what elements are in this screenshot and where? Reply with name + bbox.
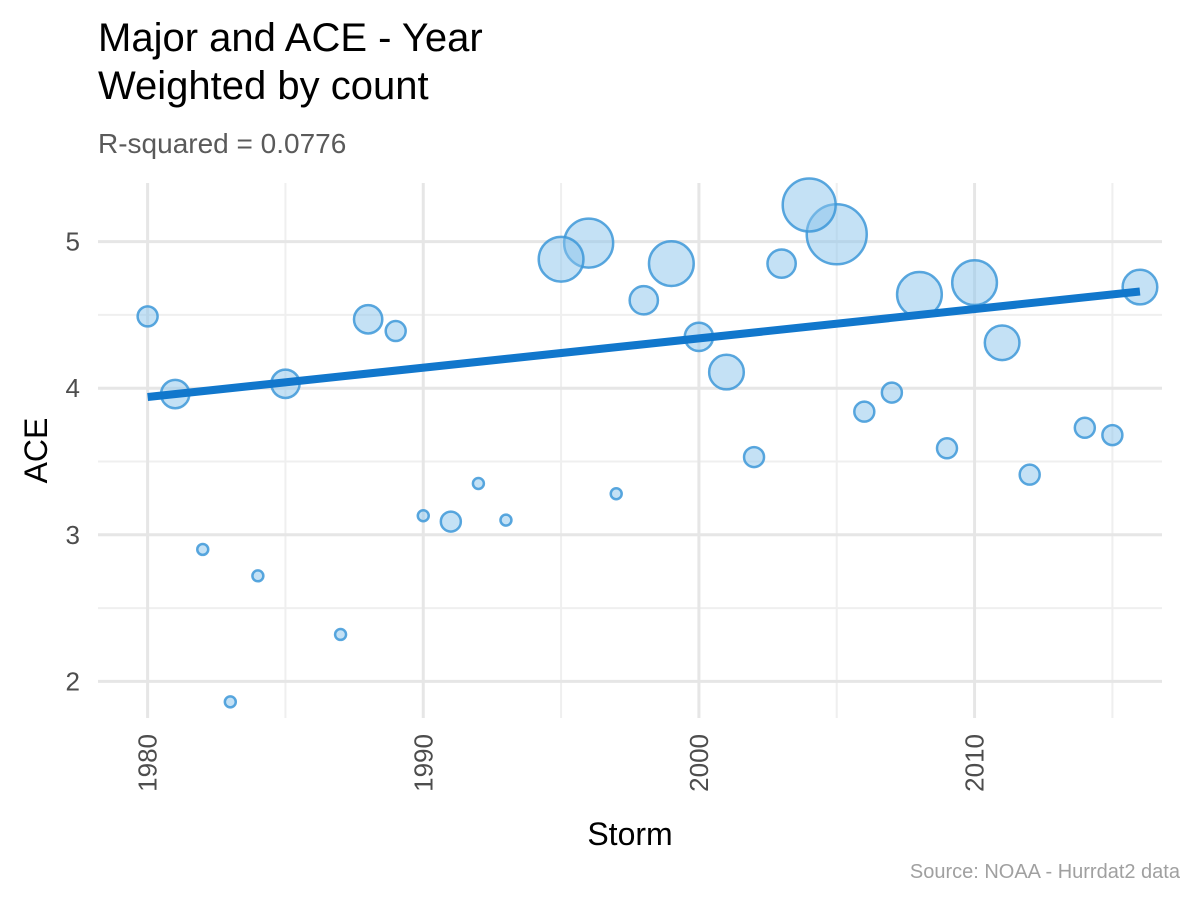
x-axis-label: Storm — [587, 816, 672, 852]
data-point — [880, 381, 904, 404]
data-point — [251, 569, 265, 583]
data-point — [647, 240, 695, 288]
data-point — [628, 284, 660, 316]
chart-title-line-1: Major and ACE - Year — [98, 16, 483, 60]
y-tick-label: 2 — [66, 666, 80, 696]
data-point — [1073, 416, 1097, 440]
data-point — [439, 510, 463, 533]
y-tick-label: 5 — [66, 227, 80, 257]
data-point — [766, 248, 797, 280]
x-tick-label: 2000 — [684, 734, 714, 792]
data-point — [136, 305, 159, 328]
data-point — [950, 259, 999, 307]
source-caption: Source: NOAA - Hurrdat2 data — [909, 861, 1180, 883]
data-point — [196, 542, 210, 557]
data-point — [223, 695, 238, 709]
data-point — [333, 627, 348, 642]
y-tick-label: 4 — [66, 373, 80, 403]
data-point — [384, 319, 407, 343]
data-point — [983, 324, 1021, 362]
data-point — [1018, 463, 1041, 486]
x-tick-label: 1990 — [408, 734, 438, 792]
chart-subtitle: R-squared = 0.0776 — [98, 128, 347, 159]
x-tick-label: 1980 — [133, 734, 163, 792]
data-point — [416, 508, 430, 523]
y-tick-label: 3 — [66, 520, 80, 550]
data-point — [471, 476, 486, 491]
data-point — [853, 400, 876, 423]
data-point — [499, 513, 513, 527]
y-axis-label: ACE — [18, 418, 54, 484]
data-point — [707, 353, 746, 391]
x-tick-label: 2010 — [960, 734, 990, 792]
data-point — [1101, 423, 1124, 447]
data-point — [935, 437, 959, 460]
chart-title-line-2: Weighted by count — [98, 64, 429, 108]
data-point — [1121, 268, 1159, 306]
data-point — [352, 303, 384, 335]
data-point — [537, 235, 585, 283]
data-point — [742, 445, 766, 469]
data-point — [781, 177, 837, 233]
data-point — [609, 487, 623, 501]
trend-line — [147, 287, 1141, 401]
